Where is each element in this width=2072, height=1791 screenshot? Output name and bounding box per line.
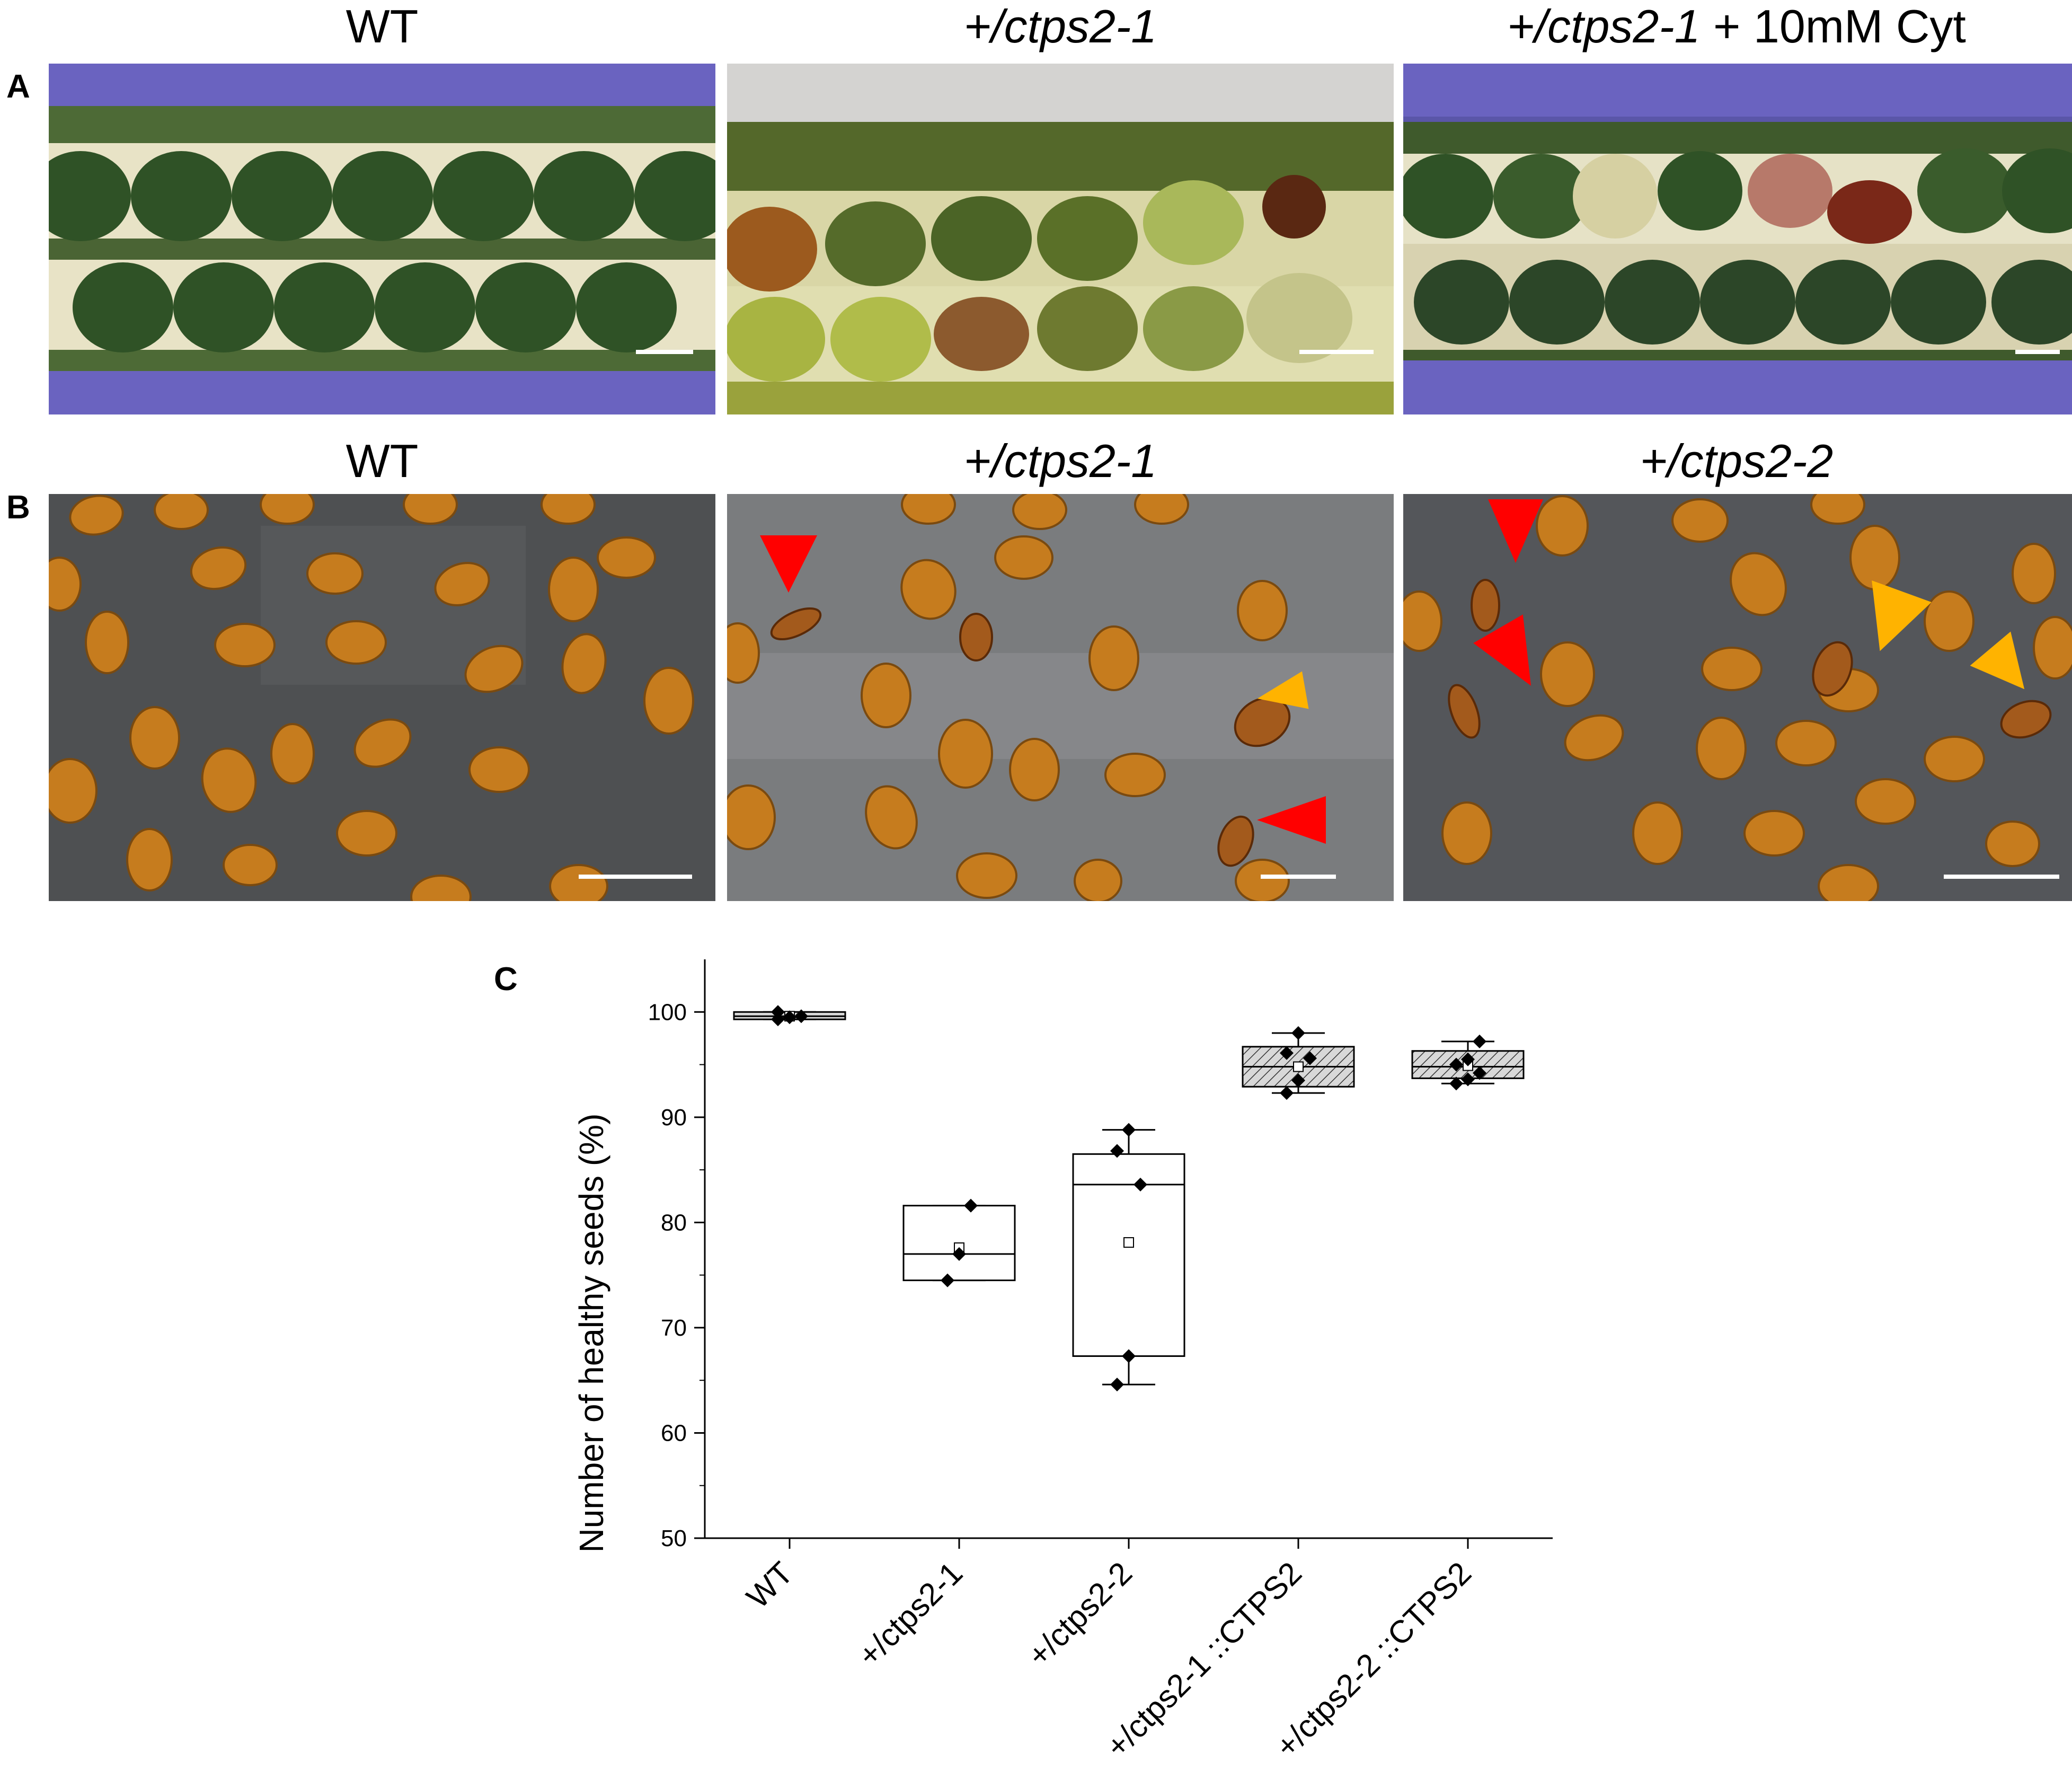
- title-plain: WT: [346, 435, 419, 487]
- data-point: [1461, 1052, 1475, 1066]
- x-tick-label: WT: [740, 1555, 800, 1615]
- panel-b-letter: B: [6, 489, 30, 526]
- silique-photo-ctps2-1-cyt: [1403, 64, 2072, 414]
- panel-a-letter: A: [6, 68, 30, 105]
- x-tick-label: +/ctps2-2: [1021, 1555, 1139, 1673]
- panel-b-title-ctps2-1: +/ctps2-1: [727, 435, 1394, 488]
- panel-a-title-ctps2-1: +/ctps2-1: [727, 0, 1394, 53]
- panel-c-letter: C: [494, 961, 518, 998]
- y-tick-label: 100: [648, 999, 687, 1025]
- mean-marker: [1293, 1061, 1304, 1072]
- data-point: [1280, 1046, 1294, 1060]
- data-point: [1280, 1086, 1294, 1100]
- data-point: [771, 1005, 785, 1019]
- title-suffix: + 10mM Cyt: [1700, 0, 1966, 52]
- title-italic: +/ctps2-1: [963, 435, 1157, 487]
- title-italic: +/ctps2-1: [963, 0, 1157, 52]
- x-tick-label: +/ctps2-1: [851, 1555, 969, 1673]
- data-point: [794, 1009, 808, 1024]
- box: [902, 1205, 1016, 1282]
- title-italic: +/ctps2-1: [1507, 0, 1701, 52]
- data-point: [1291, 1026, 1305, 1040]
- data-point: [771, 1012, 785, 1027]
- panel-b-title-wt: WT: [49, 435, 715, 488]
- seeds-photo-wt: [49, 494, 715, 901]
- seeds-photo-ctps2-2: [1403, 494, 2072, 901]
- y-tick-label: 70: [661, 1315, 687, 1341]
- seeds-photo-ctps2-1: [727, 494, 1394, 901]
- data-point: [941, 1273, 954, 1287]
- panel-a-title-wt: WT: [49, 0, 715, 53]
- y-tick-label: 90: [661, 1105, 687, 1131]
- y-axis-label: Number of healthy seeds (%): [572, 1114, 610, 1553]
- data-point: [1449, 1057, 1463, 1072]
- data-point: [1473, 1066, 1486, 1080]
- box: [1072, 1153, 1185, 1357]
- title-plain: WT: [346, 0, 419, 52]
- data-point: [1122, 1123, 1136, 1137]
- mean-marker: [1123, 1237, 1134, 1248]
- title-italic: +/ctps2-2: [1640, 435, 1834, 487]
- y-tick-label: 80: [661, 1210, 687, 1236]
- box-plot-svg: Number of healthy seeds (%) 50 60 70 80 90 10…: [572, 959, 1553, 1764]
- data-point: [783, 1010, 796, 1025]
- data-point: [952, 1247, 966, 1261]
- y-tick-label: 50: [661, 1525, 687, 1551]
- data-point: [1110, 1378, 1124, 1392]
- y-tick-label: 60: [661, 1420, 687, 1446]
- data-point: [1449, 1077, 1463, 1091]
- silique-photo-wt: [49, 64, 715, 414]
- data-point: [1303, 1051, 1317, 1065]
- data-point: [1110, 1144, 1124, 1158]
- data-point: [1122, 1349, 1136, 1363]
- panel-a-title-ctps2-1-cyt: +/ctps2-1 + 10mM Cyt: [1403, 0, 2070, 53]
- data-point: [1461, 1072, 1475, 1087]
- silique-photo-ctps2-1: [727, 64, 1394, 414]
- data-point: [964, 1198, 978, 1213]
- data-point: [1134, 1177, 1147, 1192]
- data-point: [1473, 1034, 1486, 1048]
- data-point: [1291, 1073, 1305, 1088]
- panel-b-title-ctps2-2: +/ctps2-2: [1403, 435, 2070, 488]
- box-plot-chart: Number of healthy seeds (%) 50 60 70 80 90 10…: [556, 943, 1595, 1788]
